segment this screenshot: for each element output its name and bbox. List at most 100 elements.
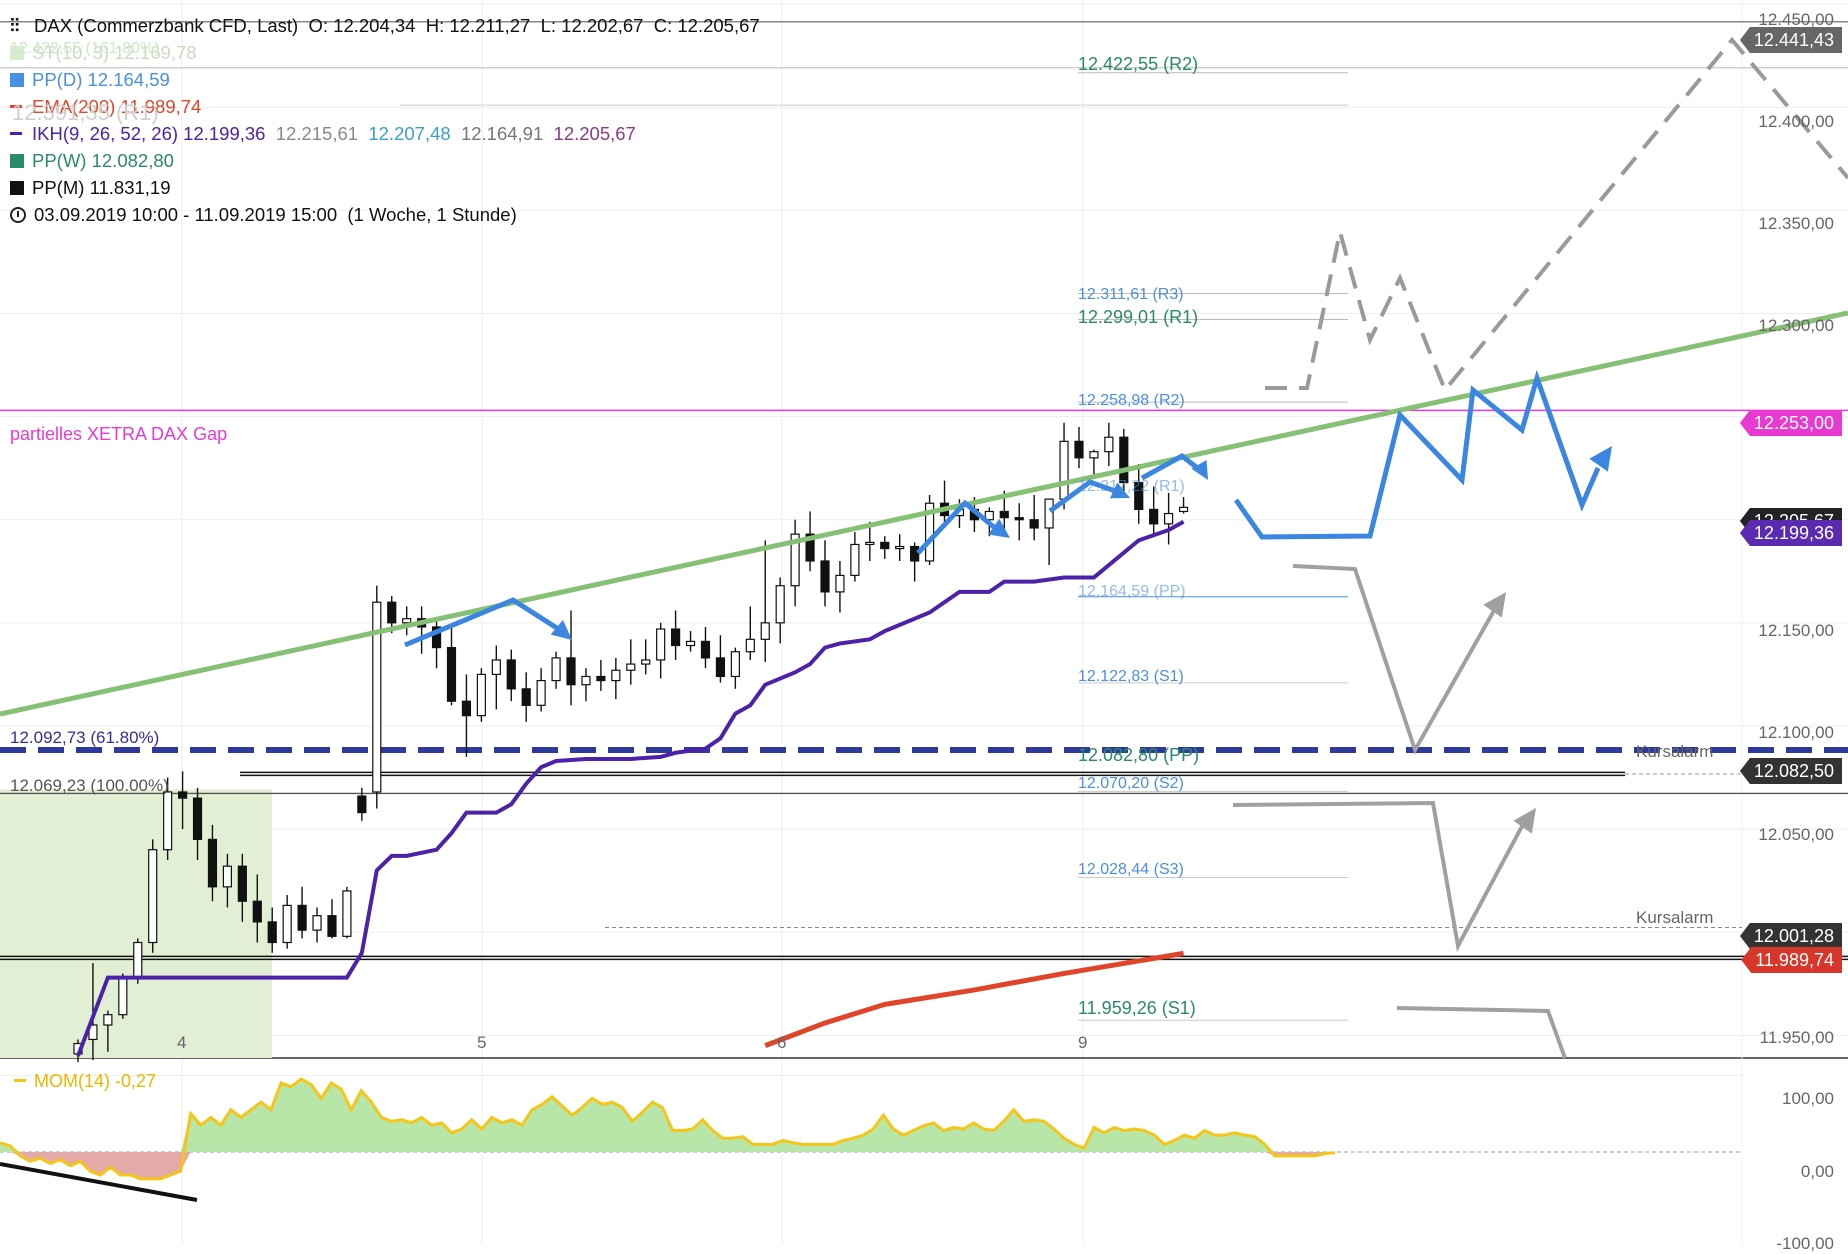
y-axis-label: 12.050,00: [1758, 825, 1834, 844]
mom-axis-label: 0,00: [1800, 1162, 1834, 1181]
candle-up: [835, 574, 845, 593]
y-axis-label: 12.150,00: [1758, 621, 1834, 640]
candle-down: [521, 688, 531, 706]
arrow-head: [1483, 592, 1506, 618]
arrow-head: [1513, 808, 1536, 834]
candle-down: [820, 560, 830, 593]
candle-down: [297, 904, 307, 931]
legend-swatch: [10, 132, 22, 135]
legend-ema200[interactable]: EMA(200) 11.989,74: [10, 93, 760, 120]
candle-up: [103, 1014, 113, 1026]
legend-swatch: [10, 181, 24, 195]
candle-up: [760, 622, 770, 640]
candle-up: [850, 543, 860, 577]
candle-down: [715, 657, 726, 678]
candle-down: [327, 915, 337, 937]
legend-timerange[interactable]: 03.09.2019 10:00 - 11.09.2019 15:00 (1 W…: [10, 201, 760, 228]
candle-down: [1029, 519, 1039, 529]
candle-down: [999, 510, 1009, 519]
candle-down: [207, 838, 218, 888]
fib-zone: [0, 789, 272, 1058]
price-badge-ikh[interactable]: 12.199,36: [1739, 520, 1842, 546]
chart-title: DAX (Commerzbank CFD, Last): [34, 15, 299, 36]
legend-pp-daily[interactable]: PP(D) 12.164,59: [10, 66, 760, 93]
level-label-s1-weekly: 11.959,26 (S1): [1078, 998, 1196, 1018]
candle-up: [1178, 506, 1189, 513]
candle-up: [551, 657, 561, 682]
legend-st[interactable]: ST(10, 3) 12.169,78: [10, 39, 760, 66]
y-axis-label: 12.300,00: [1758, 316, 1834, 335]
candle-up: [476, 673, 486, 717]
candle-up: [491, 659, 501, 675]
candle-down: [670, 628, 681, 647]
blue-swing-path: [404, 597, 562, 648]
candle-down: [1014, 517, 1024, 521]
candle-up: [895, 545, 905, 550]
y-axis-label: 12.400,00: [1758, 112, 1834, 131]
y-axis-label: 12.450,00: [1758, 10, 1834, 29]
ikh-line: [76, 520, 1185, 1057]
level-label-pp-weekly: 12.082,80 (PP): [1078, 745, 1200, 765]
legend-swatch: [10, 73, 24, 87]
mom-trend-line: [0, 1162, 198, 1202]
trend-line: [0, 310, 1848, 717]
candle-up: [222, 865, 232, 888]
mom-legend[interactable]: MOM(14) -0,27: [14, 1071, 156, 1092]
y-axis-label: 12.350,00: [1758, 214, 1834, 233]
candle-down: [431, 626, 442, 649]
legend-swatch: [10, 105, 22, 108]
legend-pp-monthly[interactable]: PP(M) 11.831,19: [10, 174, 760, 201]
level-label-s2-daily: 12.070,20 (S2): [1078, 775, 1184, 792]
candle-up: [685, 640, 696, 647]
arrow-head: [1110, 482, 1130, 499]
price-badge-alarm-2[interactable]: 12.001,28: [1739, 923, 1842, 949]
blue-swing-path: [1140, 453, 1202, 481]
fib-100-label: 12.069,23 (100.00%): [10, 776, 169, 795]
candle-down: [177, 791, 188, 799]
arrow-head: [988, 518, 1010, 538]
candle-down: [596, 675, 606, 682]
legend-swatch: [14, 1079, 26, 1082]
price-badge-fib-top[interactable]: 12.441,43: [1739, 27, 1842, 53]
candle-up: [865, 541, 875, 546]
x-axis-label: 4: [177, 1033, 187, 1052]
mom-line: [0, 1077, 1336, 1181]
faded-fib-label: 12.422,55 (161.80%): [10, 40, 160, 57]
legend-pp-weekly[interactable]: PP(W) 12.082,80: [10, 147, 760, 174]
candle-up: [163, 791, 173, 851]
blue-swing-path: [1048, 479, 1119, 514]
candle-up: [611, 669, 621, 682]
drawing-layer: [0, 36, 1848, 1059]
candle-up: [924, 502, 935, 562]
kursalarm-label-1: Kursalarm: [1636, 742, 1714, 761]
candle-down: [461, 700, 472, 717]
price-badge-gap[interactable]: 12.253,00: [1739, 410, 1842, 436]
price-badge-ema[interactable]: 11.989,74: [1741, 947, 1842, 973]
faded-r1-label: 12.391,35 (R1): [12, 100, 159, 125]
candle-down: [357, 795, 367, 814]
candle-up: [118, 976, 128, 1016]
grey-dashed-forecast: [1265, 36, 1848, 394]
y-axis-label: 12.100,00: [1758, 723, 1834, 742]
level-label-r1-weekly: 12.299,01 (R1): [1078, 307, 1199, 327]
y-axis-label: 11.950,00: [1759, 1028, 1834, 1047]
x-axis-label: 5: [477, 1033, 487, 1052]
grey-down-scenario: [1292, 564, 1502, 755]
x-axis-label: 9: [1078, 1033, 1088, 1052]
level-label-pp-daily: 12.164,59 (PP): [1078, 583, 1186, 600]
candle-down: [506, 659, 516, 690]
candle-up: [372, 601, 382, 793]
ema200-line: [764, 950, 1184, 1048]
candle-up: [402, 618, 412, 624]
mom-negative-area: [0, 1152, 1335, 1179]
candle-down: [910, 545, 920, 562]
arrow-head: [550, 619, 572, 640]
candle-down: [192, 797, 203, 840]
candle-up: [730, 651, 740, 678]
candle-up: [745, 638, 755, 653]
legend-ikh[interactable]: IKH(9, 26, 52, 26) 12.199,36 12.215,61 1…: [10, 120, 760, 147]
candle-up: [148, 849, 158, 944]
price-badge-alarm-1[interactable]: 12.082,50: [1739, 758, 1842, 784]
candle-up: [282, 904, 292, 944]
candle-down: [237, 865, 247, 902]
